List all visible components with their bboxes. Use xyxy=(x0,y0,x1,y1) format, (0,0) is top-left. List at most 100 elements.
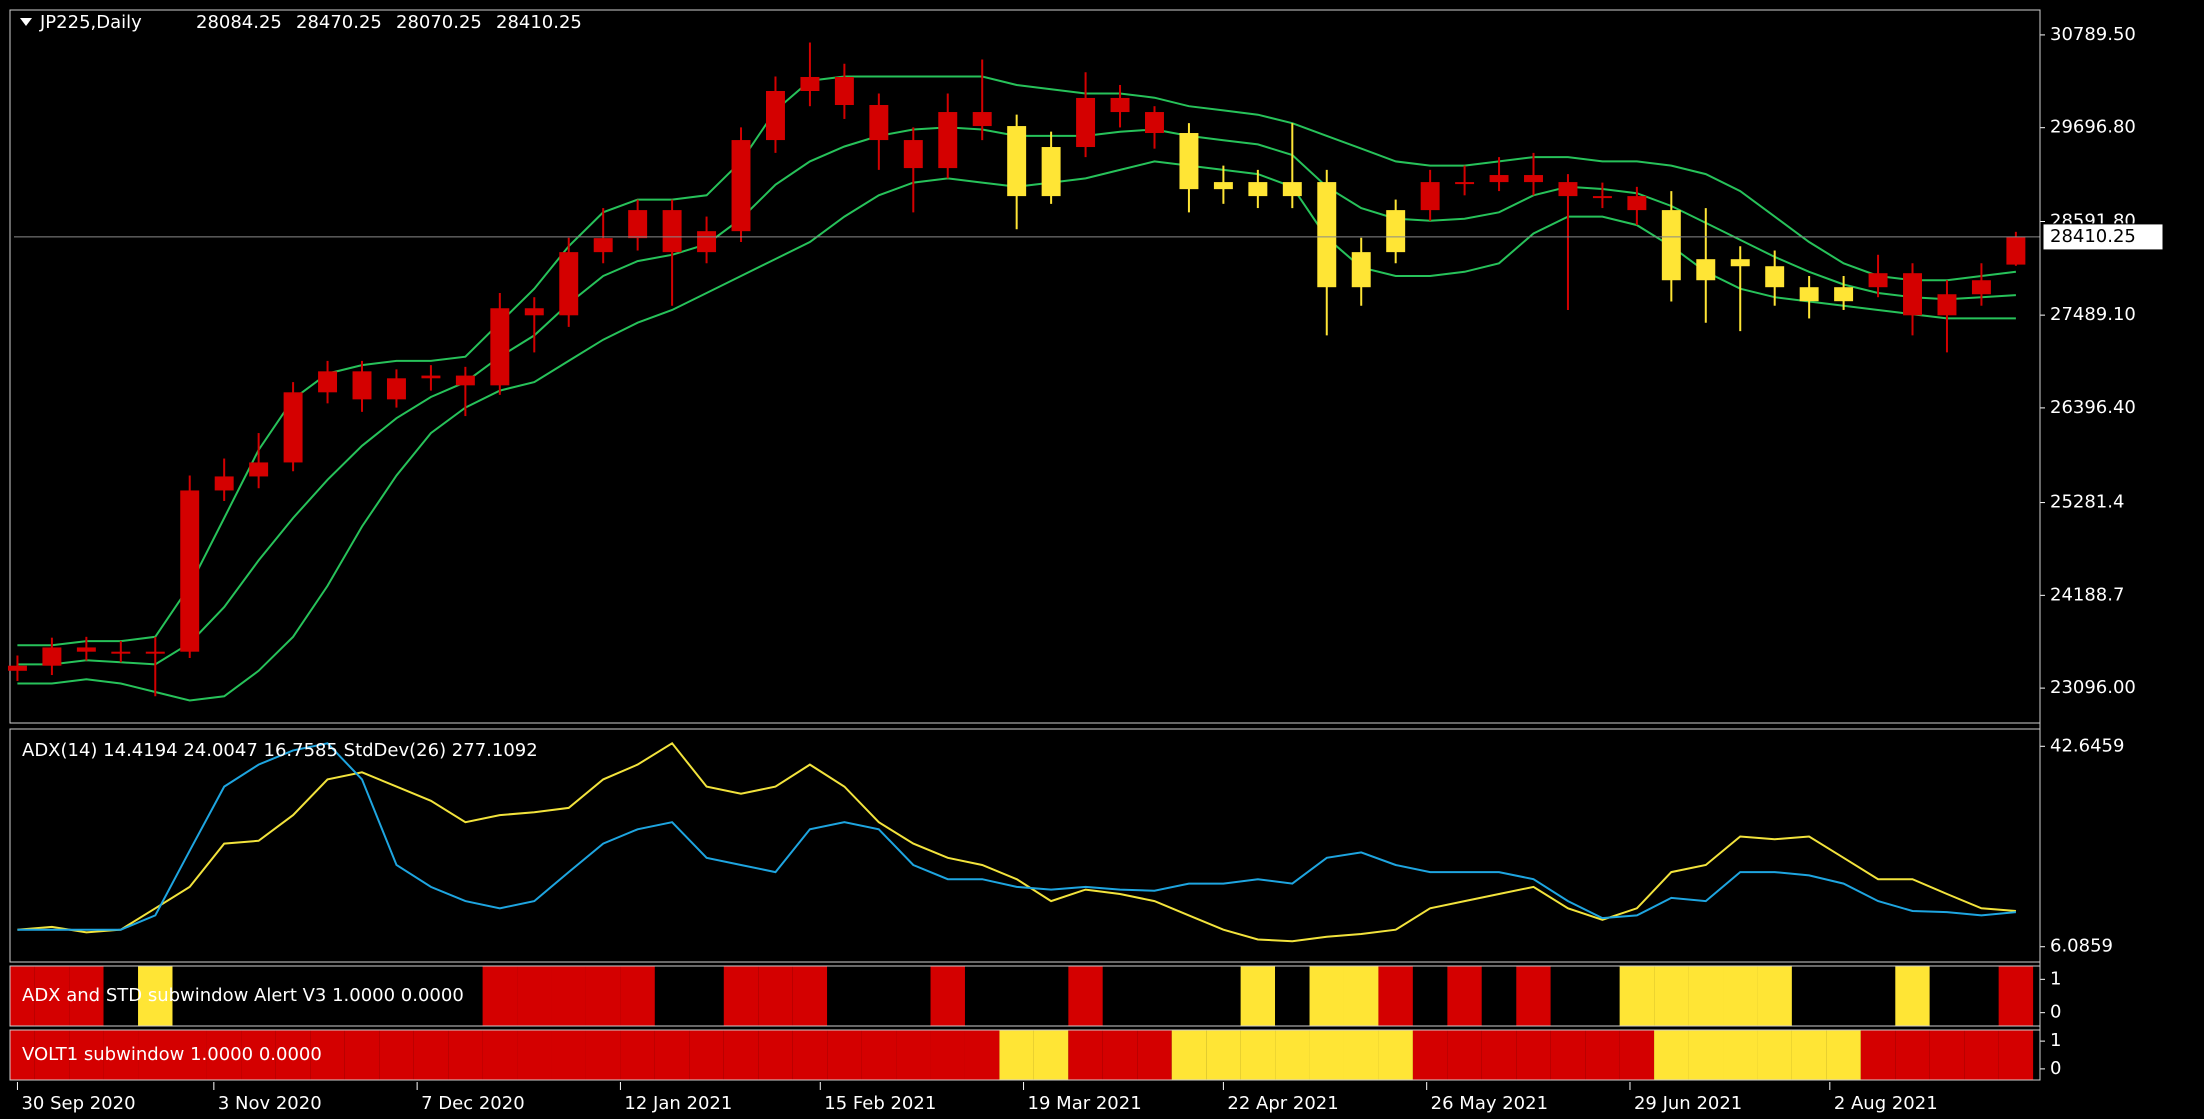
candle-body xyxy=(628,210,648,239)
volt-block xyxy=(1585,1030,1620,1080)
y-tick-label: 30789.50 xyxy=(2050,24,2136,45)
volt-block xyxy=(930,1030,965,1080)
y-tick-label: 6.0859 xyxy=(2050,936,2113,957)
alert-label: ADX and STD subwindow Alert V3 1.0000 0.… xyxy=(22,985,464,1006)
alert-block xyxy=(585,966,621,1026)
volt-block xyxy=(241,1030,276,1080)
volt-block xyxy=(103,1030,139,1080)
volt-block xyxy=(69,1030,104,1080)
alert-block xyxy=(1343,966,1379,1026)
candle-body xyxy=(800,76,820,91)
alert-block xyxy=(1654,966,1689,1026)
candle-body xyxy=(1282,182,1302,197)
x-tick-label: 2 Aug 2021 xyxy=(1834,1093,1938,1114)
volt-block xyxy=(1137,1030,1172,1080)
symbol-menu-arrow[interactable] xyxy=(20,18,32,26)
alert-block xyxy=(1516,966,1551,1026)
alert-block xyxy=(517,966,552,1026)
volt-block xyxy=(1206,1030,1241,1080)
y-tick-label: 0 xyxy=(2050,1058,2061,1079)
volt-block xyxy=(275,1030,311,1080)
candle-body xyxy=(76,647,96,652)
candle-body xyxy=(249,462,269,477)
alert-block xyxy=(310,966,345,1026)
candle-body xyxy=(145,651,165,654)
alert-block xyxy=(10,966,35,1026)
x-tick-label: 22 Apr 2021 xyxy=(1227,1093,1338,1114)
candle-body xyxy=(1420,182,1440,211)
volt-block xyxy=(723,1030,759,1080)
candle-body xyxy=(42,647,62,666)
current-price-label: 28410.25 xyxy=(2050,226,2136,247)
candle-body xyxy=(972,112,992,127)
adx-label: ADX(14) 14.4194 24.0047 16.7585 StdDev(2… xyxy=(22,740,538,761)
candle-body xyxy=(1868,273,1888,288)
volt-block xyxy=(1998,1030,2034,1080)
alert-block xyxy=(1240,966,1276,1026)
y-tick-label: 27489.10 xyxy=(2050,304,2136,325)
candle-body xyxy=(1592,196,1612,199)
candle-body xyxy=(662,210,682,253)
candle-body xyxy=(938,112,958,169)
volt-block xyxy=(1929,1030,1965,1080)
alert-block xyxy=(448,966,483,1026)
alert-block xyxy=(482,966,518,1026)
candle-body xyxy=(1248,182,1268,197)
alert-block xyxy=(379,966,414,1026)
volt-block xyxy=(310,1030,345,1080)
volt-block xyxy=(758,1030,793,1080)
candle-body xyxy=(1455,182,1475,185)
alert-block xyxy=(1585,966,1620,1026)
candle-body xyxy=(1765,266,1785,288)
alert-block xyxy=(1412,966,1448,1026)
volt-label: VOLT1 subwindow 1.0000 0.0000 xyxy=(22,1044,322,1065)
alert-block xyxy=(1757,966,1792,1026)
alert-block xyxy=(1895,966,1930,1026)
band-line xyxy=(17,75,2017,647)
volt-block xyxy=(1688,1030,1724,1080)
candle-body xyxy=(214,476,234,491)
alert-block xyxy=(1206,966,1241,1026)
volt-block xyxy=(448,1030,483,1080)
candle-body xyxy=(1110,97,1130,113)
candle-body xyxy=(593,238,613,253)
volt-block xyxy=(517,1030,552,1080)
volt-block xyxy=(344,1030,380,1080)
alert-block xyxy=(1550,966,1586,1026)
alert-block xyxy=(689,966,724,1026)
alert-block xyxy=(241,966,276,1026)
volt-block xyxy=(1826,1030,1861,1080)
candle-body xyxy=(869,105,889,141)
volt-block xyxy=(1102,1030,1138,1080)
alert-block xyxy=(1102,966,1138,1026)
candle-body xyxy=(1903,273,1922,316)
alert-block xyxy=(1378,966,1413,1026)
candle-body xyxy=(834,76,854,106)
alert-block xyxy=(138,966,173,1026)
alert-block xyxy=(1964,966,1999,1026)
volt-block xyxy=(1791,1030,1827,1080)
volt-block xyxy=(34,1030,70,1080)
volt-block xyxy=(689,1030,724,1080)
volt-block xyxy=(1895,1030,1930,1080)
alert-block xyxy=(172,966,207,1026)
candle-body xyxy=(283,392,303,463)
x-tick-label: 3 Nov 2020 xyxy=(218,1093,322,1114)
volt-block xyxy=(1723,1030,1758,1080)
candle-body xyxy=(524,308,544,316)
volt-block xyxy=(1516,1030,1551,1080)
alert-block xyxy=(1860,966,1896,1026)
alert-block xyxy=(1309,966,1344,1026)
alert-block xyxy=(1929,966,1965,1026)
candle-body xyxy=(1696,259,1716,281)
alert-block xyxy=(1171,966,1207,1026)
alert-block xyxy=(344,966,380,1026)
ohlc-high: 28470.25 xyxy=(296,12,382,33)
x-tick-label: 19 Mar 2021 xyxy=(1028,1093,1142,1114)
candle-body xyxy=(455,375,475,386)
volt-block xyxy=(206,1030,242,1080)
candle-body xyxy=(1179,133,1199,190)
candle-body xyxy=(1213,182,1233,190)
